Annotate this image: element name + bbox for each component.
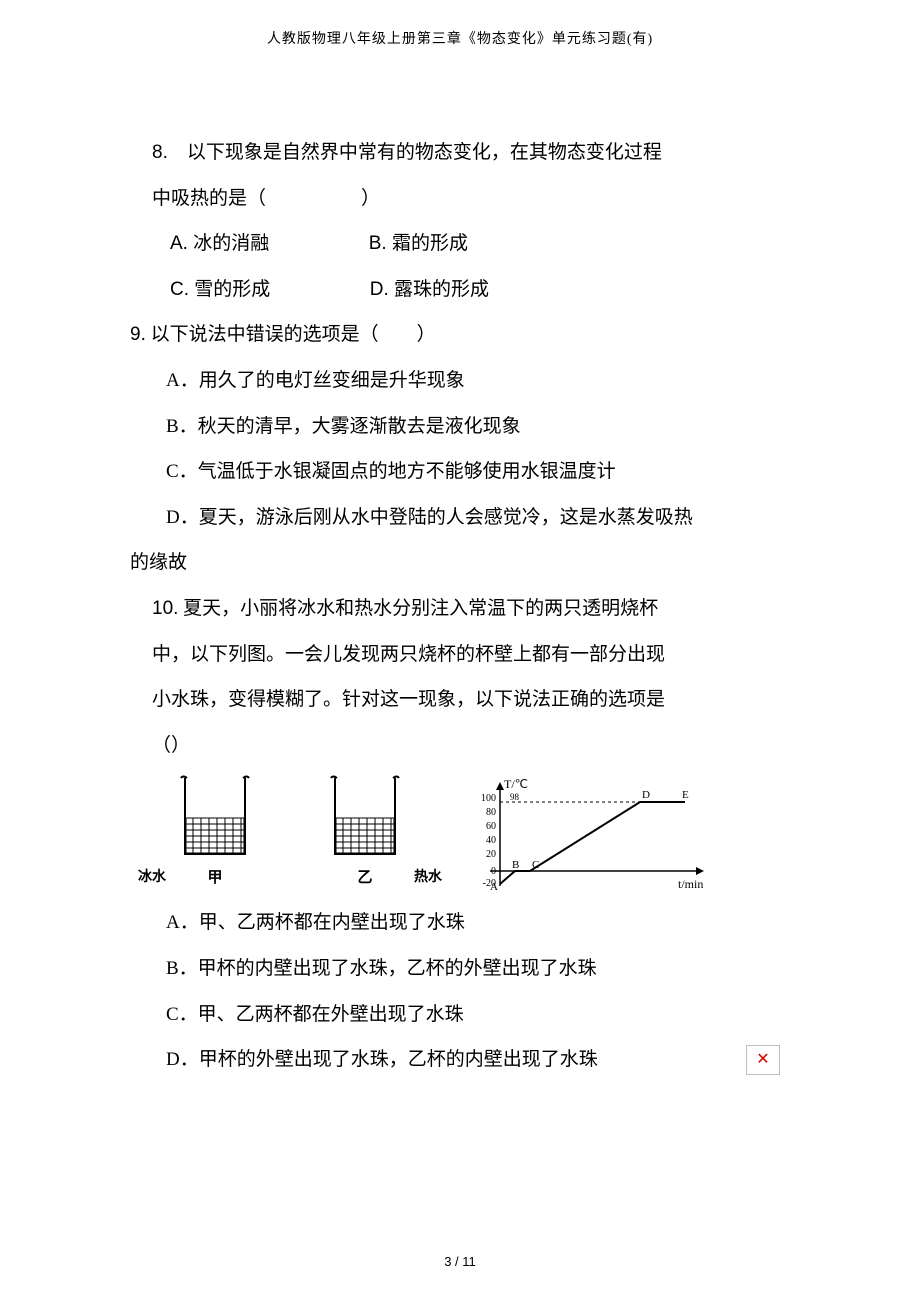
running-head: 人教版物理八年级上册第三章《物态变化》单元练习题(有) <box>0 28 920 48</box>
q10-optD: D．甲杯的外壁出现了水珠，乙杯的内壁出现了水珠 <box>166 1037 598 1083</box>
q9-stem-text: 以下说法中错误的选项是（ ） <box>146 324 436 345</box>
q8-options-row2: C. 雪的形成 D. 露珠的形成 <box>130 267 790 313</box>
q8-number: 8. <box>152 142 168 163</box>
svg-text:C: C <box>532 859 539 871</box>
q10-stem-text1: 夏天，小丽将冰水和热水分别注入常温下的两只透明烧杯 <box>178 598 658 619</box>
svg-text:60: 60 <box>486 821 496 832</box>
q8-optD: D. 露珠的形成 <box>370 279 489 300</box>
beaker-jia-side-label: 冰水 <box>138 861 166 895</box>
q9-optD-line1: D．夏天，游泳后刚从水中登陆的人会感觉冷，这是水蒸发吸热 <box>130 495 790 541</box>
q9-number: 9. <box>130 324 146 345</box>
q10-number: 10. <box>152 598 178 619</box>
page: 人教版物理八年级上册第三章《物态变化》单元练习题(有) 8. 以下现象是自然界中… <box>0 0 920 1303</box>
q8-options-row1: A. 冰的消融 B. 霜的形成 <box>130 221 790 267</box>
beaker-yi-svg <box>325 772 405 862</box>
q9-optA: A．用久了的电灯丝变细是升华现象 <box>130 358 790 404</box>
q8-stem-line2: 中吸热的是（ ） <box>130 176 790 222</box>
svg-text:40: 40 <box>486 835 496 846</box>
svg-text:0: 0 <box>491 866 496 877</box>
q10-stem-line2: 中，以下列图。一会儿发现两只烧杯的杯壁上都有一部分出现 <box>130 632 790 678</box>
chart-svg: T/℃ t/min 100 80 60 40 20 0 -20 98 <box>460 776 720 896</box>
q8-optB: B. 霜的形成 <box>369 233 468 254</box>
q10-figure: 冰水 甲 <box>130 768 790 900</box>
q9-optB: B．秋天的清早，大雾逐渐散去是液化现象 <box>130 404 790 450</box>
svg-text:A: A <box>490 881 498 893</box>
svg-text:80: 80 <box>486 807 496 818</box>
svg-text:20: 20 <box>486 849 496 860</box>
q9-optC: C．气温低于水银凝固点的地方不能够使用水银温度计 <box>130 449 790 495</box>
q10-optD-row: D．甲杯的外壁出现了水珠，乙杯的内壁出现了水珠 ✕ <box>130 1037 790 1083</box>
q8-optC: C. 雪的形成 <box>170 279 270 300</box>
chart-dash-label: 98 <box>510 792 520 802</box>
q10-stem-line1: 10. 夏天，小丽将冰水和热水分别注入常温下的两只透明烧杯 <box>130 586 790 632</box>
q8-stem-line1: 8. 以下现象是自然界中常有的物态变化，在其物态变化过程 <box>130 130 790 176</box>
beaker-yi-side-label: 热水 <box>414 861 442 895</box>
broken-image-icon: ✕ <box>746 1045 780 1075</box>
q9-stem: 9. 以下说法中错误的选项是（ ） <box>130 312 790 358</box>
q8-optA: A. 冰的消融 <box>170 233 269 254</box>
q9-optD-line2: 的缘故 <box>130 540 790 586</box>
svg-text:100: 100 <box>481 793 496 804</box>
beaker-jia: 冰水 甲 <box>160 772 270 896</box>
chart-yticks: 100 80 60 40 20 0 -20 <box>481 793 496 889</box>
page-number: 3 / 11 <box>0 1254 920 1269</box>
q8-stem-text1: 以下现象是自然界中常有的物态变化，在其物态变化过程 <box>168 142 662 163</box>
q10-optA: A．甲、乙两杯都在内壁出现了水珠 <box>130 900 790 946</box>
chart-point-labels: A B C D E <box>490 789 689 893</box>
chart-xlabel: t/min <box>678 877 703 891</box>
beaker-jia-svg <box>175 772 255 862</box>
beaker-jia-bottom-label: 甲 <box>207 860 222 896</box>
svg-text:D: D <box>642 789 650 801</box>
q10-stem-line3: 小水珠，变得模糊了。针对这一现象，以下说法正确的选项是 <box>130 677 790 723</box>
beaker-yi-bottom-label: 乙 <box>357 860 372 896</box>
q10-optB: B．甲杯的内壁出现了水珠，乙杯的外壁出现了水珠 <box>130 946 790 992</box>
temperature-chart: T/℃ t/min 100 80 60 40 20 0 -20 98 <box>460 776 720 896</box>
svg-text:B: B <box>512 859 519 871</box>
chart-ylabel: T/℃ <box>504 777 528 791</box>
q10-stem-line4: （） <box>130 723 790 769</box>
beaker-yi: 热水 乙 <box>310 772 420 896</box>
svg-text:E: E <box>682 789 689 801</box>
q10-optC: C．甲、乙两杯都在外壁出现了水珠 <box>130 992 790 1038</box>
content-body: 8. 以下现象是自然界中常有的物态变化，在其物态变化过程 中吸热的是（ ） A.… <box>130 130 790 1083</box>
